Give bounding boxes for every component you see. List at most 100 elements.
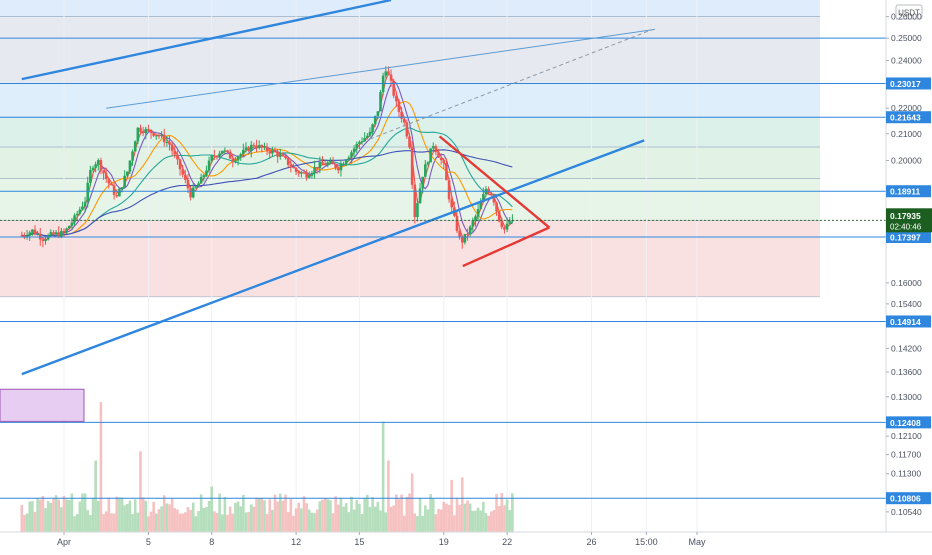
candle [418,188,422,204]
candle [310,172,314,176]
volume-bar [44,508,47,532]
candle [302,172,306,174]
candle [176,154,179,160]
candle [70,222,74,227]
candle [189,188,192,198]
candle [252,144,256,146]
last-price-badge [886,208,932,233]
volume-bar [389,506,393,532]
candle [368,131,372,136]
volume-bar [434,514,438,532]
candle [489,193,493,196]
candle [471,221,475,227]
candle [110,183,113,186]
trend-channel-line [106,28,655,109]
candle [223,150,227,152]
currency-label: USDT [898,9,920,18]
candle [284,156,287,158]
volume-bar [104,511,108,532]
candle [455,215,459,232]
time-axis: Apr 5 8 12 15 19 22 26 15:00 May [0,531,932,550]
candle [33,229,37,235]
price-tick-label: 0.21000 [891,129,922,139]
candle [162,134,166,143]
volume-bar [91,498,95,532]
volume-bar [408,493,411,532]
volume-bar [249,504,253,532]
volume-bar [99,402,103,532]
candle [474,216,477,222]
volume-bar [323,498,327,532]
volume-bar [492,510,496,532]
volume-bar [363,498,366,532]
volume-bar [62,495,66,532]
volume-bar [128,500,132,532]
candle [426,162,430,165]
candle [144,128,148,134]
volume-bar [397,499,401,532]
volume-bar [413,513,417,532]
candle [313,166,316,173]
candle [139,127,142,132]
candle [96,160,100,165]
candle [347,157,351,161]
candle [355,143,359,149]
level-badge [886,77,931,90]
candle [271,150,274,154]
volume-bar [487,515,490,532]
candle [286,157,290,165]
candle [268,151,272,154]
volume-bar [136,512,140,532]
volume-bar [70,493,74,532]
candle [400,111,403,119]
volume-bar [334,496,337,532]
candle [220,150,224,154]
volume-bar [81,493,84,532]
candles [20,66,514,249]
volume-bar [23,514,26,532]
candle [476,209,480,217]
volume-bar [366,494,369,532]
time-tick-label: Apr [57,537,71,547]
trend-channel-line [21,139,645,376]
price-tick-label: 0.10540 [891,507,922,517]
level-badge [886,492,931,505]
price-tick-label: 0.16000 [891,278,922,288]
candle [263,146,266,148]
candle [94,164,97,168]
volume-bar [257,498,261,532]
candle [157,135,161,137]
volume-bar [41,495,45,532]
volume-bar [384,512,388,532]
volume-bar [360,514,364,532]
candle [199,177,203,184]
currency-badge [895,4,923,20]
candle [387,71,390,75]
volume-bar [147,516,150,532]
volume-bar [350,496,353,532]
volume-bar [49,502,53,532]
candle [276,151,279,157]
volume-bar [468,503,472,532]
volume-bar [65,499,68,532]
candle [344,160,348,164]
volume-bar [181,513,184,532]
volume-bar [484,513,488,532]
volume-bar [236,501,240,532]
volume-bar [173,508,177,532]
volume-bar [424,505,427,532]
time-tick-label: 8 [209,537,214,547]
volume-bar [416,516,419,532]
volume-bar [447,504,451,532]
candle [205,170,208,176]
candle [379,92,382,112]
volume-bar [110,513,113,532]
candle [152,133,155,136]
candle [305,172,308,178]
volume-bar [373,506,377,532]
volume-bar [205,506,208,532]
volume-bar [244,512,248,532]
volume-bar [46,500,50,532]
candle [323,164,327,166]
